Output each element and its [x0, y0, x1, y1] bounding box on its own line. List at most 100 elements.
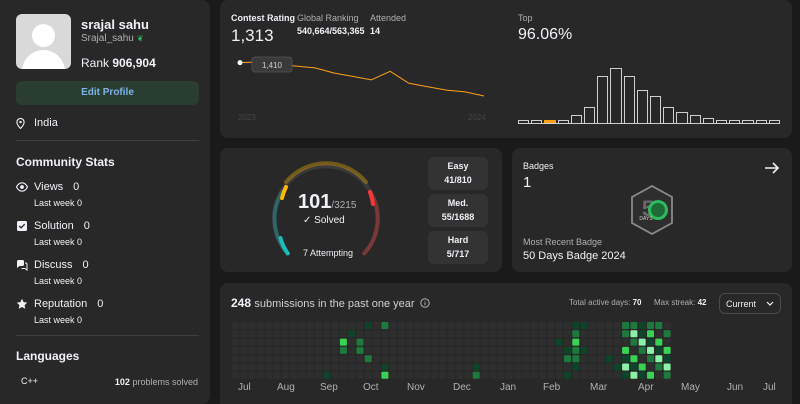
heatmap-cell[interactable] [356, 322, 364, 329]
heatmap-cell[interactable] [364, 371, 372, 379]
heatmap-cell[interactable] [273, 355, 281, 363]
heatmap-cell[interactable] [306, 330, 314, 338]
heatmap-cell[interactable] [265, 363, 273, 371]
heatmap-cell[interactable] [248, 346, 256, 354]
heatmap-cell[interactable] [539, 330, 547, 338]
heatmap-cell[interactable] [356, 330, 364, 338]
heatmap-cell[interactable] [240, 330, 248, 338]
heatmap-cell[interactable] [240, 355, 248, 363]
heatmap-cell[interactable] [605, 371, 613, 379]
heatmap-cell[interactable] [505, 355, 513, 363]
heatmap-cell[interactable] [597, 330, 605, 338]
heatmap-cell[interactable] [547, 346, 555, 354]
heatmap-cell[interactable] [331, 371, 339, 379]
heatmap-cell[interactable] [630, 346, 638, 354]
heatmap-cell[interactable] [256, 346, 264, 354]
heatmap-cell[interactable] [605, 363, 613, 371]
heatmap-cell[interactable] [655, 371, 663, 379]
heatmap-cell[interactable] [497, 338, 505, 346]
heatmap-cell[interactable] [514, 346, 522, 354]
heatmap-cell[interactable] [232, 346, 239, 354]
heatmap-cell[interactable] [530, 338, 538, 346]
heatmap-cell[interactable] [647, 330, 654, 338]
heatmap-cell[interactable] [398, 363, 405, 371]
heatmap-cell[interactable] [663, 346, 671, 354]
heatmap-cell[interactable] [273, 363, 281, 371]
heatmap-cell[interactable] [348, 322, 356, 329]
heatmap-cell[interactable] [647, 346, 654, 354]
heatmap-cell[interactable] [422, 355, 430, 363]
heatmap-cell[interactable] [489, 363, 497, 371]
heatmap-cell[interactable] [663, 338, 671, 346]
heatmap-cell[interactable] [406, 355, 414, 363]
heatmap-cell[interactable] [306, 371, 314, 379]
heatmap-cell[interactable] [588, 330, 596, 338]
heatmap-cell[interactable] [290, 363, 298, 371]
heatmap-cell[interactable] [339, 355, 347, 363]
heatmap-cell[interactable] [622, 346, 630, 354]
heatmap-cell[interactable] [398, 338, 405, 346]
heatmap-cell[interactable] [348, 338, 356, 346]
heatmap-cell[interactable] [580, 371, 588, 379]
heatmap-cell[interactable] [497, 355, 505, 363]
heatmap-cell[interactable] [373, 355, 381, 363]
heatmap-cell[interactable] [232, 363, 239, 371]
heatmap-cell[interactable] [588, 322, 596, 329]
heatmap-cell[interactable] [298, 363, 306, 371]
heatmap-cell[interactable] [373, 330, 381, 338]
heatmap-cell[interactable] [306, 346, 314, 354]
heatmap-cell[interactable] [630, 338, 638, 346]
heatmap-cell[interactable] [364, 346, 372, 354]
heatmap-cell[interactable] [281, 371, 289, 379]
heatmap-cell[interactable] [663, 371, 671, 379]
heatmap-cell[interactable] [439, 322, 447, 329]
heatmap-cell[interactable] [605, 355, 613, 363]
heatmap-cell[interactable] [447, 371, 455, 379]
heatmap-cell[interactable] [406, 346, 414, 354]
heatmap-cell[interactable] [555, 346, 563, 354]
heatmap-cell[interactable] [373, 371, 381, 379]
rating-line-chart[interactable]: 1,410 2023 2024 [232, 54, 502, 124]
heatmap-cell[interactable] [323, 346, 331, 354]
heatmap-cell[interactable] [406, 322, 414, 329]
heatmap-cell[interactable] [306, 355, 314, 363]
heatmap-cell[interactable] [514, 363, 522, 371]
heatmap-cell[interactable] [597, 338, 605, 346]
heatmap-cell[interactable] [613, 330, 621, 338]
heatmap-cell[interactable] [439, 330, 447, 338]
heatmap-cell[interactable] [256, 371, 264, 379]
heatmap-cell[interactable] [572, 355, 580, 363]
heatmap-cell[interactable] [489, 346, 497, 354]
heatmap-cell[interactable] [456, 371, 464, 379]
heatmap-cell[interactable] [597, 346, 605, 354]
heatmap-cell[interactable] [605, 346, 613, 354]
heatmap-cell[interactable] [281, 338, 289, 346]
heatmap-cell[interactable] [555, 322, 563, 329]
heatmap-cell[interactable] [273, 346, 281, 354]
heatmap-cell[interactable] [323, 330, 331, 338]
heatmap-cell[interactable] [398, 346, 405, 354]
heatmap-cell[interactable] [331, 330, 339, 338]
heatmap-cell[interactable] [315, 355, 322, 363]
heatmap-cell[interactable] [290, 346, 298, 354]
heatmap-cell[interactable] [348, 371, 356, 379]
heatmap-cell[interactable] [572, 322, 580, 329]
heatmap-cell[interactable] [497, 371, 505, 379]
heatmap-cell[interactable] [572, 346, 580, 354]
heatmap-cell[interactable] [588, 355, 596, 363]
heatmap-cell[interactable] [539, 371, 547, 379]
heatmap-cell[interactable] [331, 355, 339, 363]
heatmap-cell[interactable] [414, 330, 422, 338]
heatmap-cell[interactable] [364, 322, 372, 329]
heatmap-cell[interactable] [555, 363, 563, 371]
heatmap-cell[interactable] [240, 338, 248, 346]
heatmap-cell[interactable] [539, 355, 547, 363]
heatmap-cell[interactable] [613, 371, 621, 379]
heatmap-cell[interactable] [547, 338, 555, 346]
heatmap-cell[interactable] [339, 363, 347, 371]
heatmap-cell[interactable] [622, 371, 630, 379]
heatmap-cell[interactable] [422, 363, 430, 371]
heatmap-cell[interactable] [638, 322, 646, 329]
heatmap-cell[interactable] [505, 322, 513, 329]
heatmap-cell[interactable] [323, 371, 331, 379]
